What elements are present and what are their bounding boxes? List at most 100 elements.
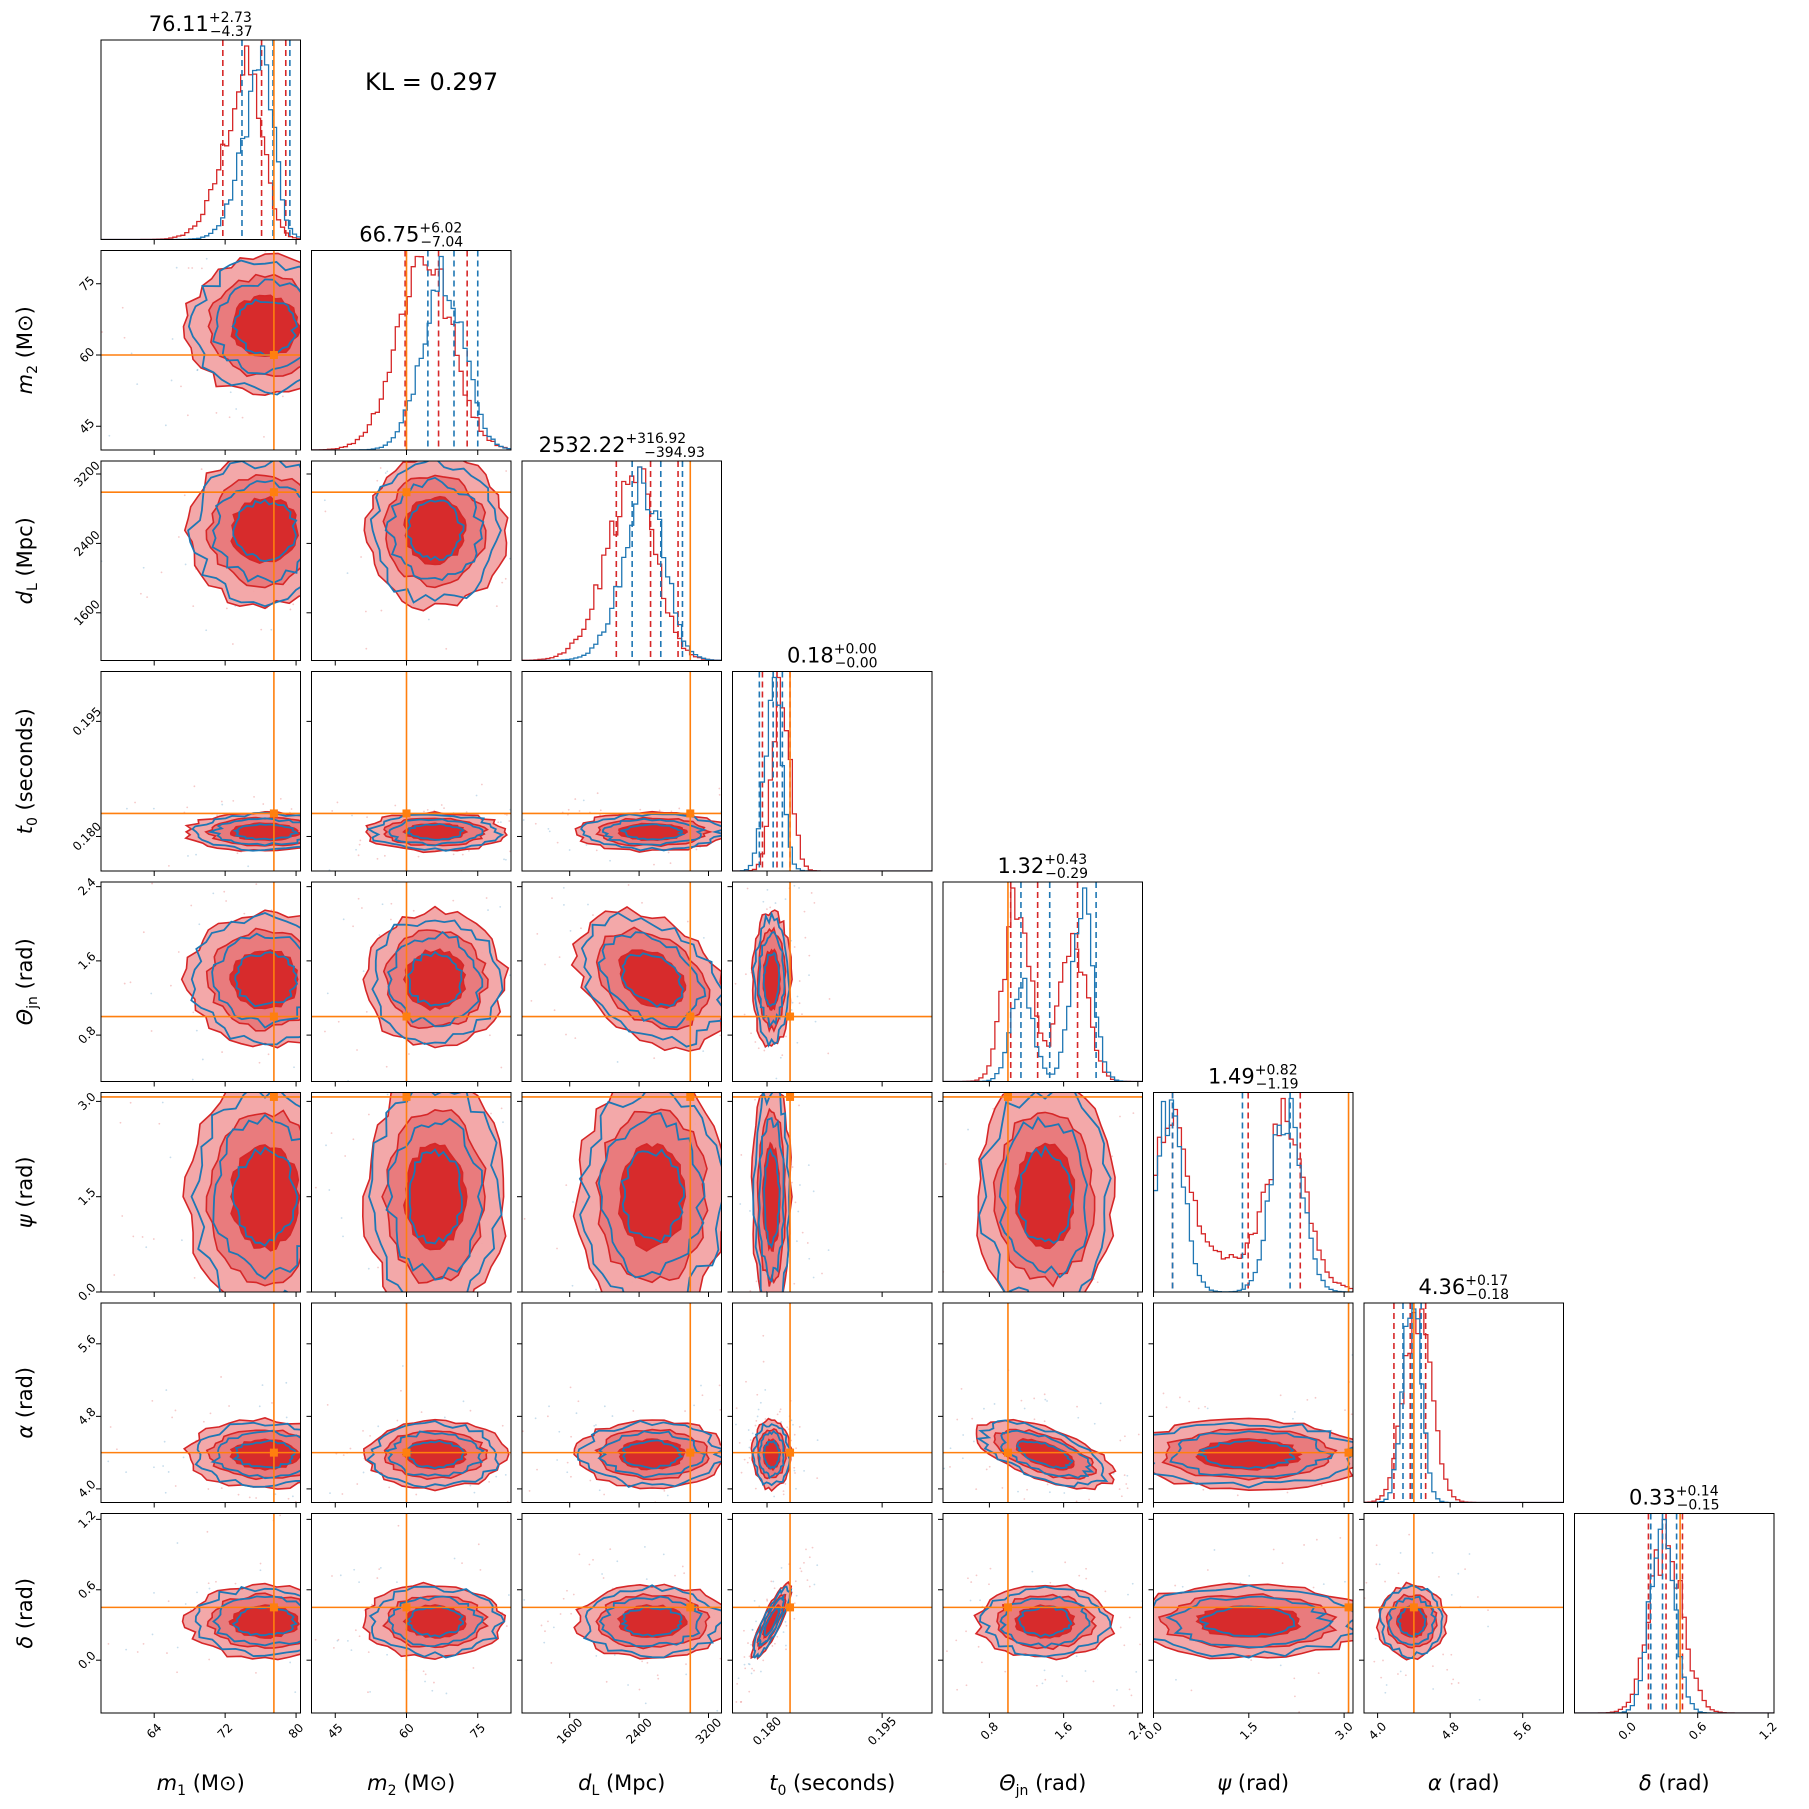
truth-marker <box>1003 1092 1012 1101</box>
sample-point <box>360 878 362 880</box>
axes-frame <box>521 671 722 872</box>
blue-contour-1 <box>369 461 502 604</box>
sample-point <box>82 1014 84 1016</box>
blue-contour-2 <box>384 476 485 582</box>
sample-point <box>1057 1015 1059 1017</box>
sample-point <box>572 1649 574 1651</box>
sample-point <box>352 925 354 928</box>
sample-point <box>1162 1392 1165 1395</box>
sample-point <box>1450 1593 1453 1596</box>
sample-point <box>755 1620 757 1623</box>
panel-content <box>732 882 932 1082</box>
sample-point <box>603 1493 606 1496</box>
sample-point <box>743 1013 746 1016</box>
sample-point <box>736 1666 738 1668</box>
sample-point <box>162 1465 165 1467</box>
axis-label-psi: ψ (rad) <box>13 1156 37 1228</box>
sample-point <box>365 1644 367 1646</box>
sample-point <box>762 900 765 903</box>
sample-point <box>522 819 525 821</box>
sample-point <box>785 1648 787 1651</box>
sample-point <box>750 1032 752 1035</box>
sample-point <box>356 397 358 399</box>
sample-point <box>1165 1406 1168 1409</box>
sample-point <box>340 1217 343 1219</box>
sample-point <box>165 215 167 217</box>
blue-contour-1 <box>1153 1421 1353 1489</box>
sample-point <box>320 1030 322 1032</box>
blue-contour-2 <box>211 932 301 1029</box>
sample-point <box>305 1627 307 1629</box>
sample-point <box>1344 1409 1346 1412</box>
sample-point <box>165 1389 168 1391</box>
sample-point <box>50 1130 52 1132</box>
sample-point <box>401 852 403 854</box>
sample-point <box>693 1404 695 1407</box>
sample-point <box>259 1569 262 1572</box>
sample-point <box>381 903 384 906</box>
sample-point <box>528 1490 531 1492</box>
sample-point <box>365 647 368 650</box>
sample-point <box>837 1503 839 1505</box>
sample-point <box>146 596 149 599</box>
sample-point <box>1452 1678 1455 1681</box>
sample-point <box>862 1200 864 1202</box>
axes-frame <box>311 460 512 661</box>
sample-point <box>428 1363 430 1365</box>
blue-contour-2 <box>210 1429 301 1480</box>
panel-content <box>943 1015 1143 1296</box>
sample-point <box>627 884 630 886</box>
sample-point <box>609 859 611 862</box>
sample-point <box>402 360 404 362</box>
sample-point <box>376 1577 379 1579</box>
sample-point <box>1123 1519 1125 1521</box>
sample-point <box>703 1389 705 1391</box>
red-hist-step <box>732 676 932 871</box>
sample-point <box>186 806 189 809</box>
sample-point <box>247 865 250 868</box>
sample-point <box>782 1493 785 1496</box>
sample-point <box>1131 1459 1133 1461</box>
sample-point <box>977 1645 980 1648</box>
sample-point <box>505 470 508 472</box>
sample-point <box>1464 1568 1466 1571</box>
sample-point <box>531 840 533 842</box>
sample-point <box>376 479 379 482</box>
sample-point <box>1099 1402 1102 1405</box>
sample-point <box>1144 1649 1146 1651</box>
sample-point <box>504 577 507 580</box>
sample-point <box>1065 1680 1068 1683</box>
sample-point <box>488 1295 490 1297</box>
sample-point <box>387 216 389 218</box>
sample-point <box>996 1294 998 1296</box>
sample-point <box>408 1053 410 1055</box>
sample-point <box>323 499 326 502</box>
sample-point <box>1374 1637 1377 1640</box>
sample-point <box>776 1413 779 1416</box>
sample-point <box>1046 1400 1048 1402</box>
sample-point <box>242 1057 244 1059</box>
sample-point <box>764 1389 767 1391</box>
sample-point <box>556 1247 558 1250</box>
sample-point <box>1123 1644 1126 1647</box>
sample-point <box>1126 1487 1129 1490</box>
sample-point <box>504 1473 507 1476</box>
sample-point <box>543 1641 546 1644</box>
sample-point <box>746 887 749 890</box>
sample-point <box>670 810 673 813</box>
sample-point <box>684 1368 686 1370</box>
sample-point <box>1217 1540 1219 1542</box>
sample-point <box>750 1672 753 1675</box>
x-tick-label: 1.5 <box>1237 1719 1260 1742</box>
panel-content <box>101 1303 338 1503</box>
sample-point <box>227 391 229 393</box>
axes-frame <box>942 1513 1143 1714</box>
sample-point <box>949 1447 952 1450</box>
sample-point <box>223 890 226 893</box>
sample-point <box>1150 1645 1152 1647</box>
sample-point <box>784 898 787 901</box>
sample-point <box>1471 1403 1473 1405</box>
sample-point <box>336 1432 338 1434</box>
sample-point <box>844 1398 846 1400</box>
